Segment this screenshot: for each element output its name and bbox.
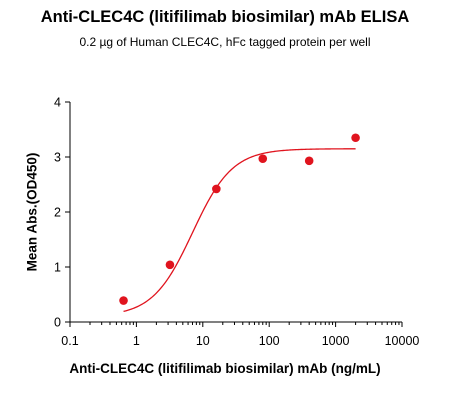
x-tick-label: 1000 xyxy=(322,334,350,348)
x-tick-label: 10 xyxy=(196,334,210,348)
y-tick-label: 2 xyxy=(54,206,61,220)
y-axis-label: Mean Abs.(OD450) xyxy=(24,152,40,272)
x-tick-label: 1 xyxy=(133,334,140,348)
chart-title: Anti-CLEC4C (litifilimab biosimilar) mAb… xyxy=(40,8,410,26)
data-point xyxy=(304,156,314,166)
x-ticks: 0.1 1 10 100 1000 10000 xyxy=(61,322,419,348)
x-tick-label: 10000 xyxy=(385,334,420,348)
x-tick-label: 100 xyxy=(259,334,280,348)
data-point xyxy=(351,133,360,143)
x-tick-label: 0.1 xyxy=(61,334,78,348)
data-points xyxy=(119,133,360,305)
y-tick-label: 0 xyxy=(54,316,61,330)
data-point xyxy=(165,260,175,270)
data-point xyxy=(119,296,128,305)
chart-subtitle: 0.2 µg of Human CLEC4C, hFc tagged prote… xyxy=(79,35,371,49)
y-ticks: 0 1 2 3 4 xyxy=(54,96,70,330)
y-tick-label: 4 xyxy=(54,96,61,110)
x-axis-label: Anti-CLEC4C (litifilimab biosimilar) mAb… xyxy=(69,361,381,376)
data-point xyxy=(258,154,268,163)
y-tick-label: 1 xyxy=(54,261,61,275)
data-point xyxy=(212,184,221,194)
fit-curve xyxy=(123,148,356,313)
y-tick-label: 3 xyxy=(54,151,61,165)
